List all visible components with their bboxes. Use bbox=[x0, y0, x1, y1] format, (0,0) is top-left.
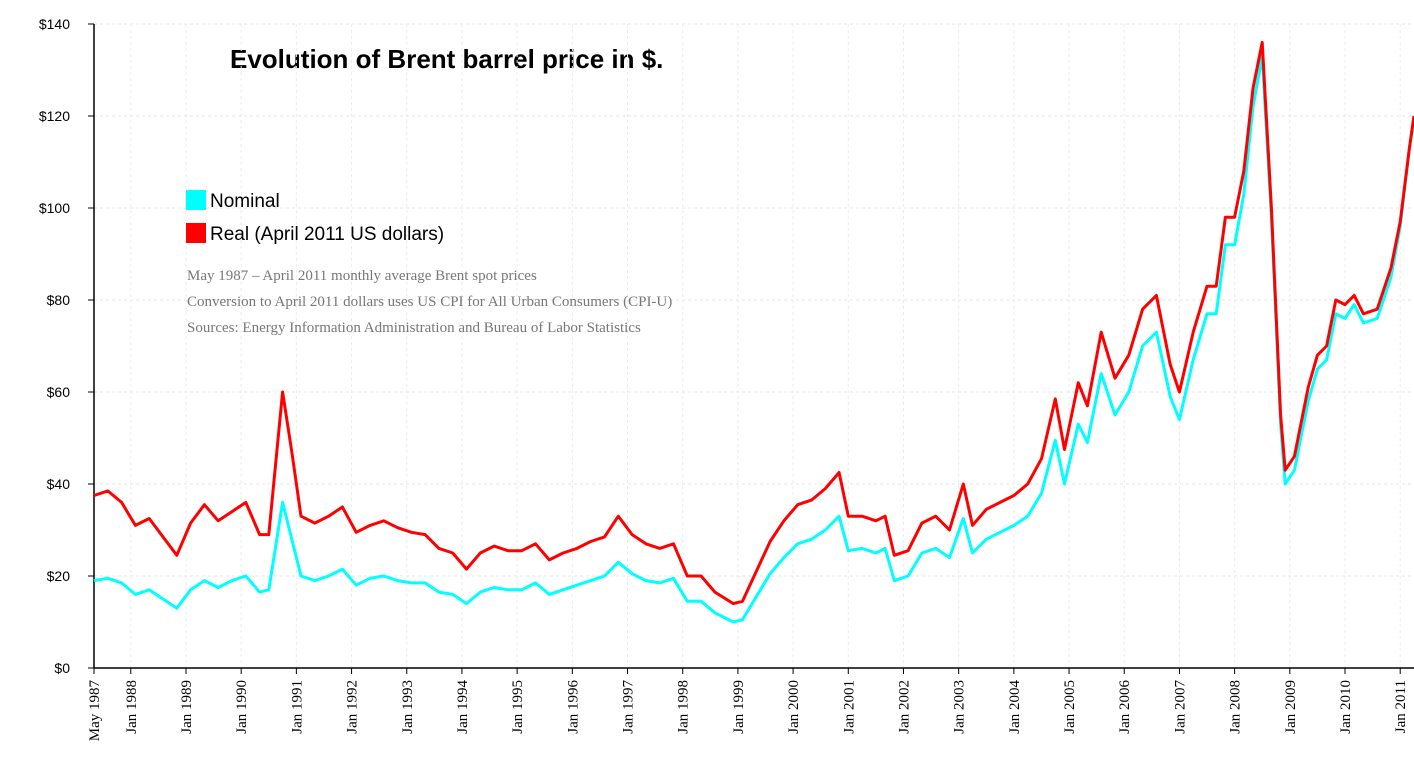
note: May 1987 – April 2011 monthly average Br… bbox=[187, 268, 537, 284]
y-tick-label: $80 bbox=[47, 292, 71, 308]
x-tick-label: Jan 1998 bbox=[676, 680, 692, 734]
x-tick-label: Jan 2011 bbox=[1393, 680, 1409, 733]
x-tick-label: May 1987 bbox=[87, 680, 103, 742]
x-tick-label: Jan 2007 bbox=[1172, 680, 1188, 734]
y-tick-label: $40 bbox=[47, 476, 71, 492]
note: Sources: Energy Information Administrati… bbox=[187, 320, 641, 336]
x-tick-label: Jan 2006 bbox=[1117, 680, 1133, 734]
x-tick-label: Jan 2001 bbox=[841, 680, 857, 734]
x-tick-label: Jan 1993 bbox=[400, 680, 416, 734]
y-tick-label: $120 bbox=[39, 108, 70, 124]
x-tick-label: Jan 2002 bbox=[896, 680, 912, 734]
series-line bbox=[93, 54, 1414, 624]
x-tick-label: Jan 1994 bbox=[455, 680, 471, 734]
legend-swatch bbox=[186, 223, 206, 243]
x-tick-label: Jan 2005 bbox=[1062, 680, 1078, 734]
series-line bbox=[93, 40, 1414, 606]
x-tick-label: Jan 1997 bbox=[621, 680, 637, 734]
legend-swatch bbox=[186, 190, 206, 210]
x-tick-label: Jan 1991 bbox=[289, 680, 305, 734]
x-tick-label: Jan 2010 bbox=[1338, 680, 1354, 734]
legend-label: Real (April 2011 US dollars) bbox=[210, 224, 444, 245]
x-tick-label: Jan 1989 bbox=[179, 680, 195, 734]
y-tick-label: $0 bbox=[54, 660, 70, 676]
note: Conversion to April 2011 dollars uses US… bbox=[187, 294, 672, 310]
x-tick-label: Jan 2004 bbox=[1007, 680, 1023, 734]
x-tick-label: Jan 1995 bbox=[510, 680, 526, 734]
x-tick-label: Jan 1999 bbox=[731, 680, 747, 734]
y-tick-label: $60 bbox=[47, 384, 71, 400]
x-tick-label: Jan 1992 bbox=[345, 680, 361, 734]
x-tick-label: Jan 2003 bbox=[952, 680, 968, 734]
y-tick-label: $140 bbox=[39, 16, 70, 32]
x-tick-label: Jan 2008 bbox=[1228, 680, 1244, 734]
x-tick-label: Jan 2000 bbox=[786, 680, 802, 734]
y-tick-label: $20 bbox=[47, 568, 71, 584]
x-tick-label: Jan 2009 bbox=[1283, 680, 1299, 734]
x-tick-label: Jan 1996 bbox=[565, 680, 581, 734]
y-tick-label: $100 bbox=[39, 200, 70, 216]
chart-title: Evolution of Brent barrel price in $. bbox=[230, 44, 663, 74]
x-tick-label: Jan 1988 bbox=[124, 680, 140, 734]
x-tick-label: Jan 1990 bbox=[234, 680, 250, 734]
legend-label: Nominal bbox=[210, 191, 280, 212]
